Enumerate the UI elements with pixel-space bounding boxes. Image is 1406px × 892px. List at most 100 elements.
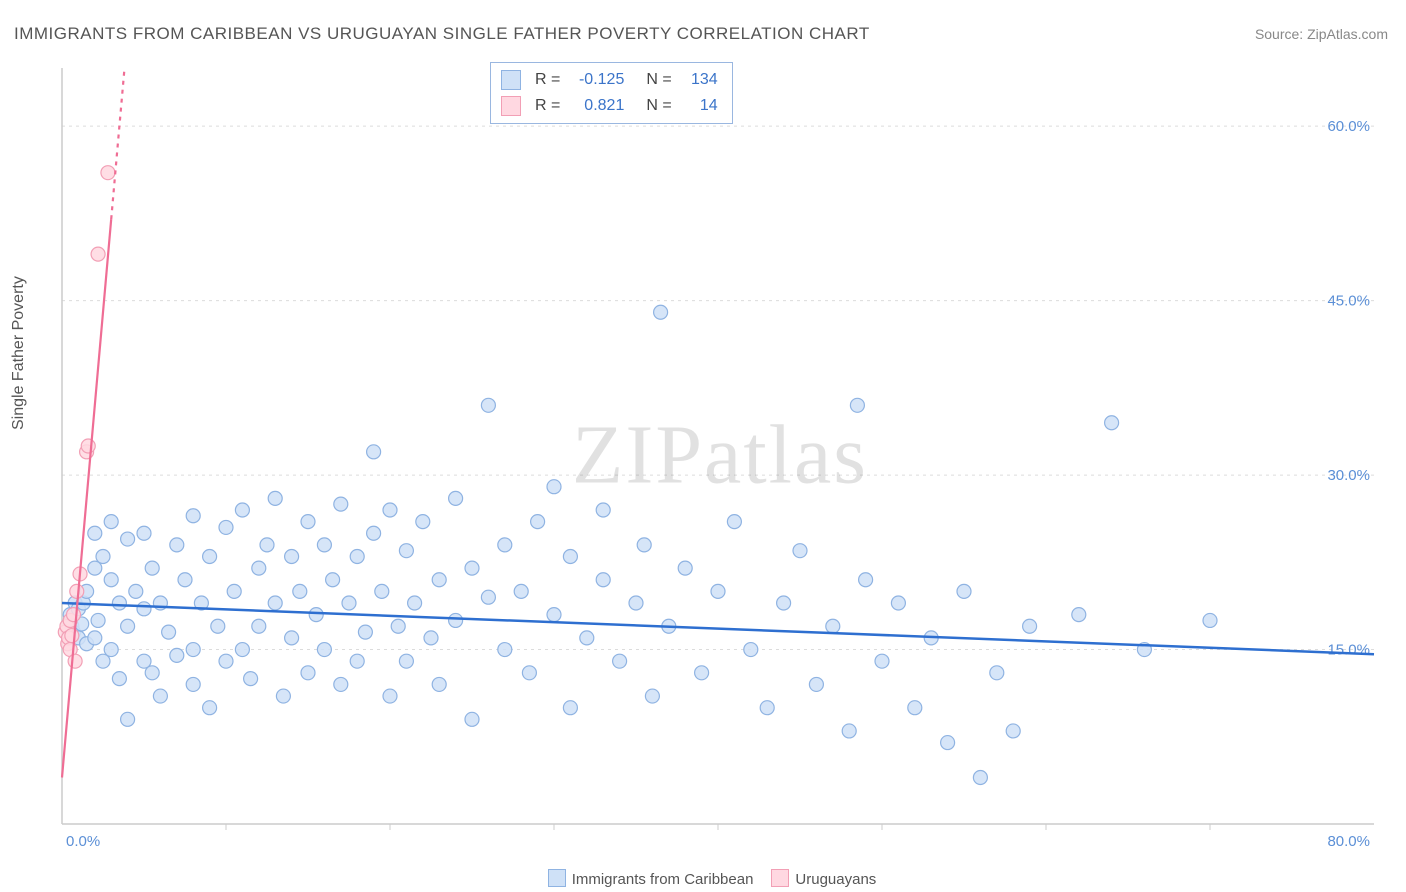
data-point [334, 497, 348, 511]
data-point [227, 584, 241, 598]
data-point [309, 608, 323, 622]
data-point [826, 619, 840, 633]
data-point [383, 689, 397, 703]
data-point [112, 596, 126, 610]
data-point [186, 509, 200, 523]
legend-r-label: R = [535, 71, 560, 89]
data-point [153, 689, 167, 703]
data-point [957, 584, 971, 598]
data-point [260, 538, 274, 552]
data-point [235, 643, 249, 657]
y-tick-label: 45.0% [1327, 293, 1370, 310]
legend-row: R = -0.125 N = 134 [501, 67, 718, 93]
data-point [358, 625, 372, 639]
data-point [1006, 724, 1020, 738]
data-point [580, 631, 594, 645]
y-axis-label: Single Father Poverty [10, 276, 28, 430]
data-point [317, 538, 331, 552]
correlation-legend: R =-0.125N =134R =0.821N =14 [490, 62, 733, 124]
data-point [908, 701, 922, 715]
data-point [793, 544, 807, 558]
legend-r-value: -0.125 [570, 71, 624, 89]
data-point [293, 584, 307, 598]
data-point [809, 677, 823, 691]
data-point [186, 643, 200, 657]
x-tick-label: 80.0% [1327, 833, 1370, 850]
data-point [129, 584, 143, 598]
data-point [432, 677, 446, 691]
data-point [145, 561, 159, 575]
data-point [162, 625, 176, 639]
legend-label: Uruguayans [795, 871, 876, 888]
legend-label: Immigrants from Caribbean [572, 871, 754, 888]
data-point [727, 515, 741, 529]
data-point [170, 538, 184, 552]
scatter-plot: 15.0%30.0%45.0%60.0%0.0%80.0% [50, 60, 1390, 860]
data-point [449, 491, 463, 505]
trend-line-dashed [111, 68, 124, 219]
data-point [334, 677, 348, 691]
data-point [990, 666, 1004, 680]
legend-n-label: N = [646, 71, 671, 89]
data-point [842, 724, 856, 738]
data-point [596, 573, 610, 587]
data-point [104, 643, 118, 657]
data-point [121, 532, 135, 546]
data-point [563, 549, 577, 563]
data-point [91, 247, 105, 261]
data-point [891, 596, 905, 610]
data-point [88, 631, 102, 645]
data-point [96, 549, 110, 563]
data-point [203, 701, 217, 715]
legend-r-value: 0.821 [570, 97, 624, 115]
data-point [68, 654, 82, 668]
data-point [203, 549, 217, 563]
series-legend: Immigrants from Caribbean Uruguayans [0, 869, 1406, 888]
data-point [481, 398, 495, 412]
data-point [1105, 416, 1119, 430]
data-point [219, 654, 233, 668]
data-point [268, 596, 282, 610]
data-point [375, 584, 389, 598]
data-point [186, 677, 200, 691]
data-point [596, 503, 610, 517]
data-point [301, 666, 315, 680]
data-point [695, 666, 709, 680]
data-point [137, 526, 151, 540]
data-point [481, 590, 495, 604]
data-point [276, 689, 290, 703]
data-point [252, 561, 266, 575]
legend-n-value: 134 [682, 71, 718, 89]
data-point [88, 526, 102, 540]
data-point [678, 561, 692, 575]
data-point [268, 491, 282, 505]
data-point [342, 596, 356, 610]
data-point [66, 608, 80, 622]
data-point [498, 643, 512, 657]
y-tick-label: 30.0% [1327, 467, 1370, 484]
data-point [449, 613, 463, 627]
legend-swatch [548, 869, 566, 887]
data-point [1023, 619, 1037, 633]
data-point [350, 549, 364, 563]
data-point [850, 398, 864, 412]
data-point [563, 701, 577, 715]
legend-swatch [501, 70, 521, 90]
data-point [1072, 608, 1086, 622]
data-point [465, 712, 479, 726]
data-point [91, 613, 105, 627]
data-point [104, 515, 118, 529]
legend-n-label: N = [646, 97, 671, 115]
source-attribution: Source: ZipAtlas.com [1255, 26, 1388, 42]
data-point [235, 503, 249, 517]
data-point [65, 629, 79, 643]
data-point [367, 526, 381, 540]
data-point [522, 666, 536, 680]
data-point [244, 672, 258, 686]
data-point [317, 643, 331, 657]
chart-title: IMMIGRANTS FROM CARIBBEAN VS URUGUAYAN S… [14, 24, 870, 44]
trend-line [62, 219, 111, 777]
data-point [777, 596, 791, 610]
data-point [416, 515, 430, 529]
data-point [637, 538, 651, 552]
